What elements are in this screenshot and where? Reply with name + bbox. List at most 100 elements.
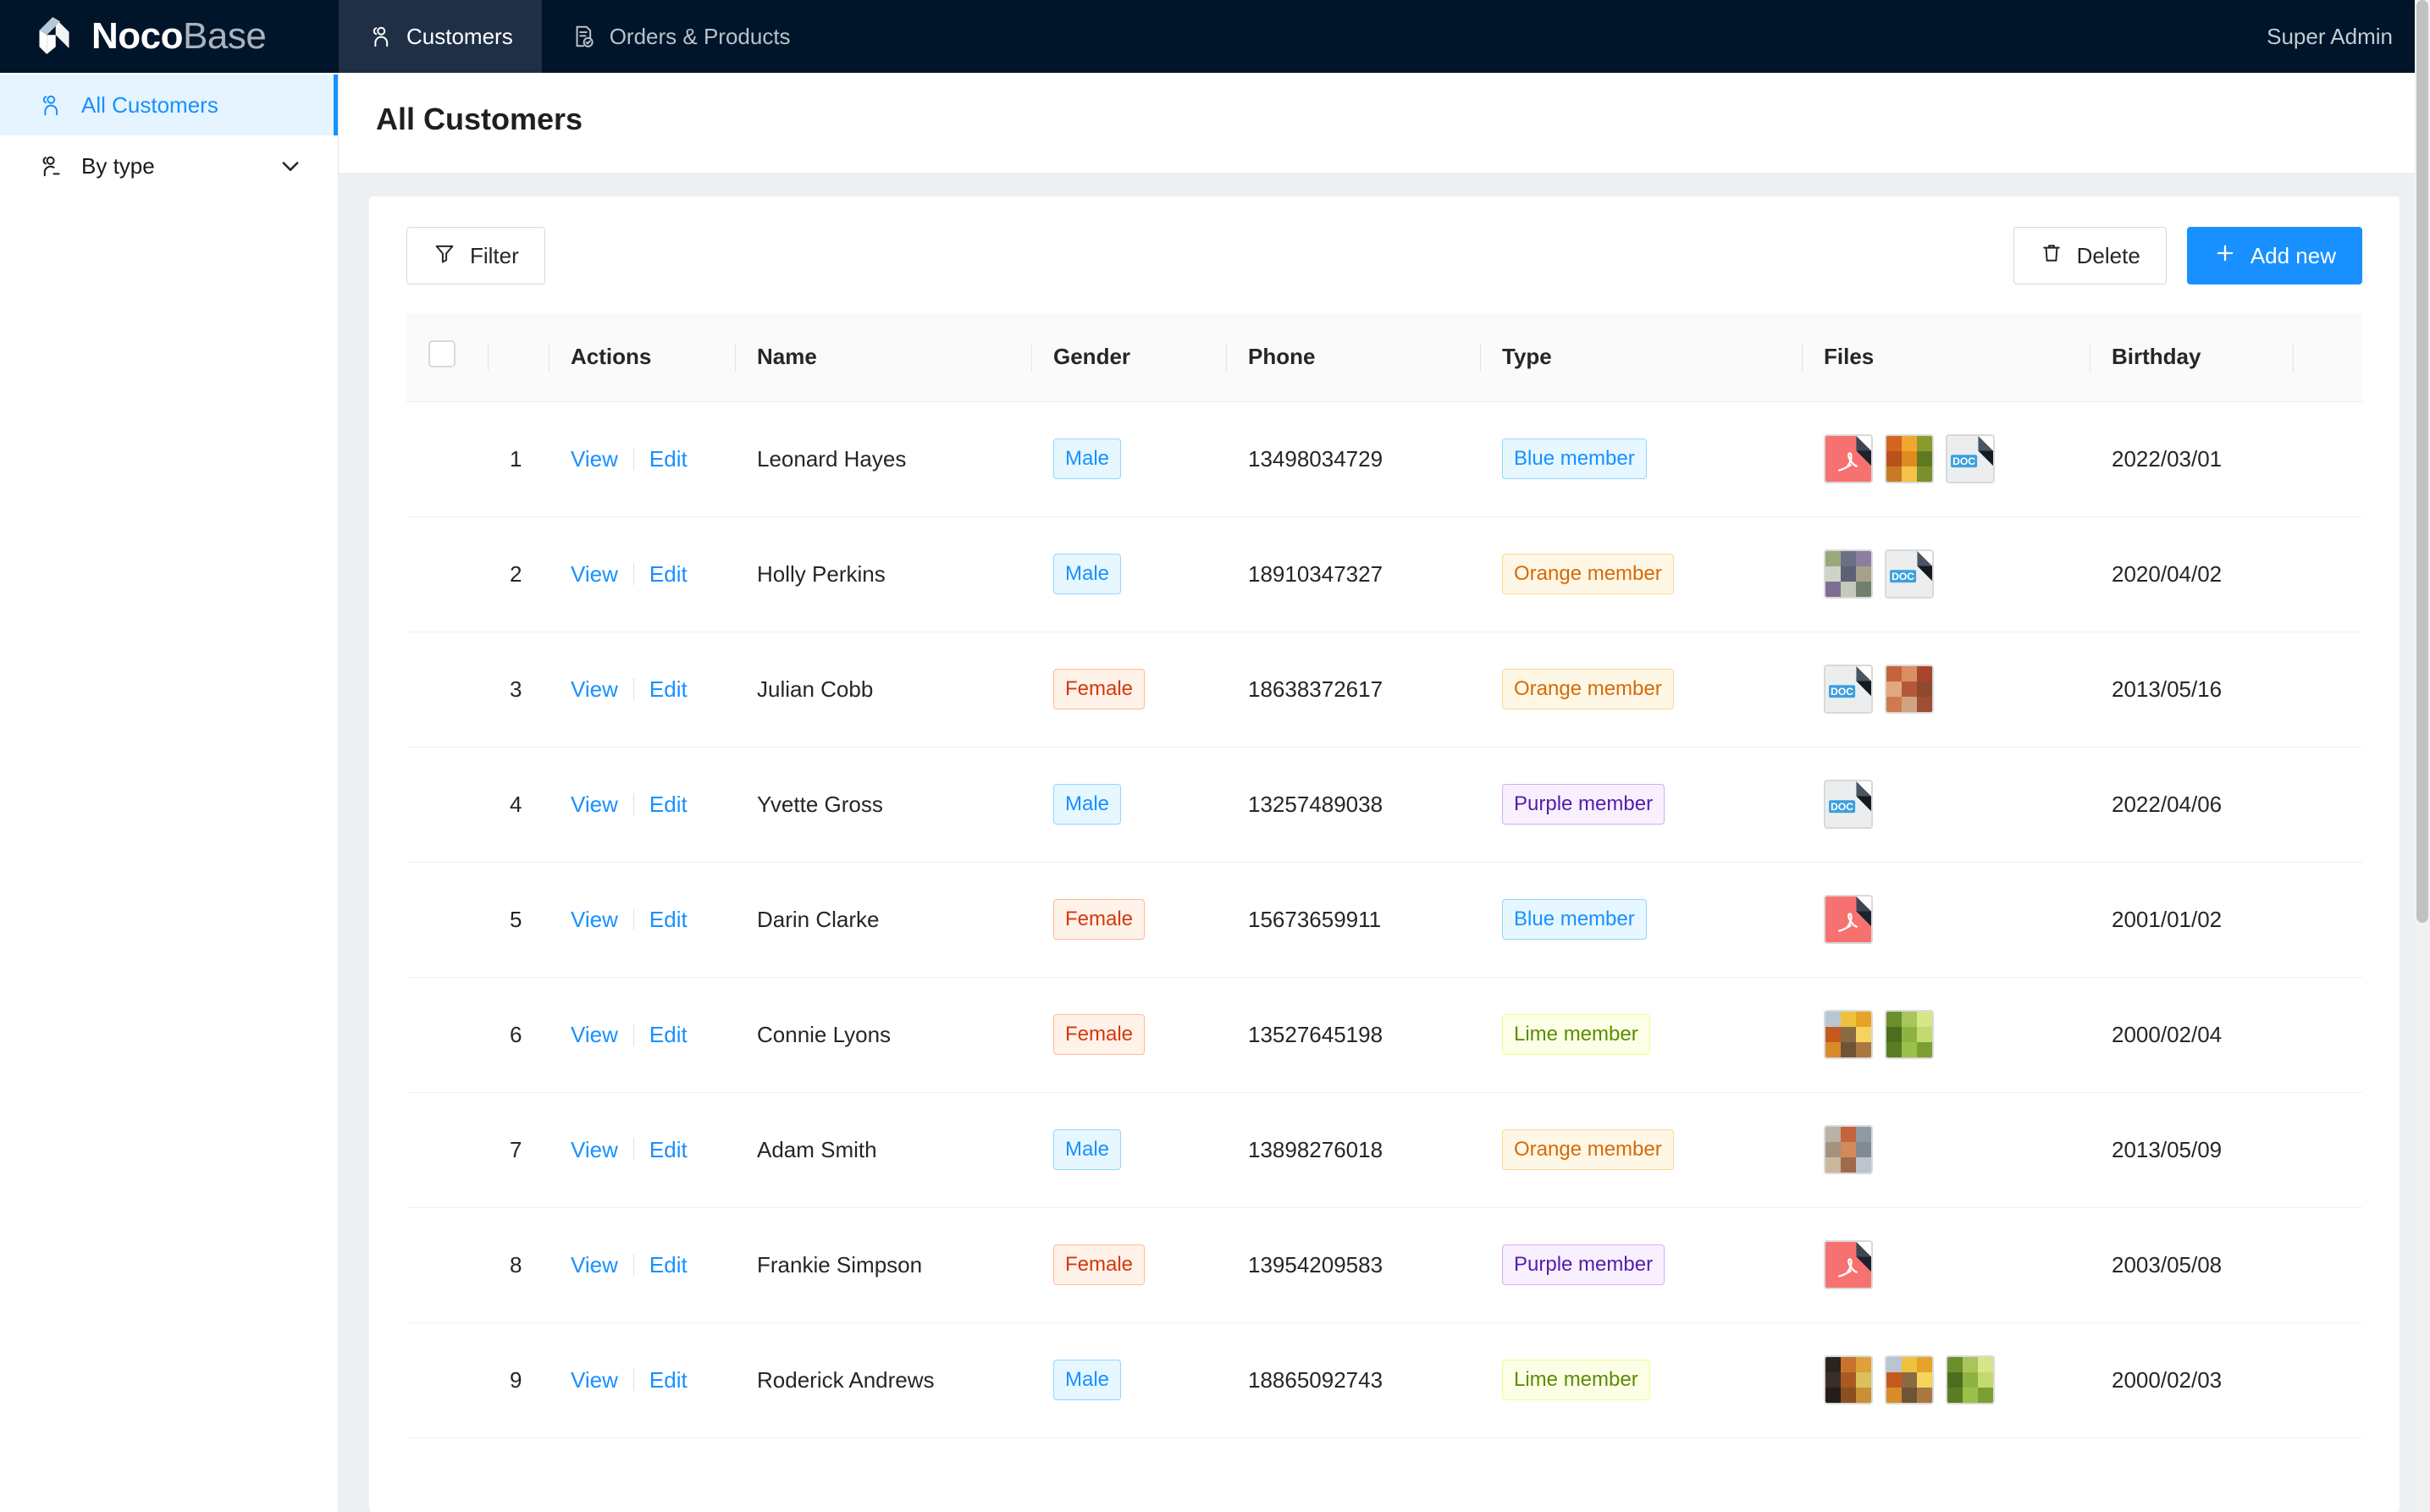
view-link[interactable]: View xyxy=(571,560,618,587)
row-files-cell: DOC xyxy=(1802,747,2090,863)
gender-badge: Female xyxy=(1053,669,1146,709)
file-thumbnail-img-green[interactable] xyxy=(1885,1010,1934,1059)
tab-customers[interactable]: Customers xyxy=(339,0,542,73)
sidebar-item-by-type[interactable]: By type xyxy=(0,135,338,196)
file-thumbnail-img-tomato[interactable] xyxy=(1885,434,1934,483)
edit-link[interactable]: Edit xyxy=(649,676,688,702)
table-row[interactable]: 4 View Edit Yvette Gross Male 13257489038 Purp… xyxy=(406,747,2362,863)
brand-logo-area[interactable]: NocoBase xyxy=(0,0,339,73)
row-type-cell: Orange member xyxy=(1480,516,1802,632)
file-thumbnail-img-collage[interactable] xyxy=(1824,1125,1873,1174)
action-separator xyxy=(632,1024,634,1046)
content-area: All Customers Filter xyxy=(339,73,2430,1512)
action-separator xyxy=(632,1254,634,1276)
top-navigation: Customers Orders & Products xyxy=(339,0,820,73)
view-link[interactable]: View xyxy=(571,1251,618,1277)
chevron-down-icon[interactable] xyxy=(279,154,302,178)
edit-link[interactable]: Edit xyxy=(649,445,688,472)
page-header: All Customers xyxy=(339,73,2430,173)
table-row[interactable]: 3 View Edit Julian Cobb Female 18638372617 Ora… xyxy=(406,632,2362,748)
gender-badge: Female xyxy=(1053,1014,1146,1055)
view-link[interactable]: View xyxy=(571,676,618,702)
customers-table: Actions Name Gender Phone Type Files Bir… xyxy=(406,313,2362,1438)
type-badge: Orange member xyxy=(1502,1129,1674,1170)
row-gender-cell: Male xyxy=(1031,747,1226,863)
nocobase-logo-icon xyxy=(30,13,78,60)
toolbar-right-group: Delete Add new xyxy=(2013,227,2362,284)
file-thumbnail-pdf[interactable] xyxy=(1824,1240,1873,1289)
tab-orders-products[interactable]: Orders & Products xyxy=(542,0,820,73)
delete-button-label: Delete xyxy=(2076,242,2140,268)
header-index xyxy=(488,313,549,402)
add-new-button[interactable]: Add new xyxy=(2186,227,2362,284)
edit-link[interactable]: Edit xyxy=(649,1021,688,1047)
type-badge: Blue member xyxy=(1502,899,1647,940)
edit-link[interactable]: Edit xyxy=(649,1251,688,1277)
edit-link[interactable]: Edit xyxy=(649,560,688,587)
table-row[interactable]: 8 View Edit Frankie Simpson Female 1395420958… xyxy=(406,1207,2362,1323)
file-thumbnail-pdf[interactable] xyxy=(1824,895,1873,944)
file-thumbnail-list: DOC xyxy=(1824,549,2068,599)
row-index: 8 xyxy=(488,1207,549,1323)
edit-link[interactable]: Edit xyxy=(649,1136,688,1162)
row-phone: 18865092743 xyxy=(1226,1322,1480,1438)
table-row[interactable]: 5 View Edit Darin Clarke Female 15673659911 Bl… xyxy=(406,862,2362,978)
gender-badge: Male xyxy=(1053,1360,1122,1400)
page-scrollbar[interactable] xyxy=(2415,0,2430,1512)
table-row[interactable]: 6 View Edit Connie Lyons Female 13527645198 Li… xyxy=(406,977,2362,1093)
file-thumbnail-list: DOC xyxy=(1824,434,2068,483)
user-menu[interactable]: Super Admin xyxy=(2267,0,2430,73)
table-row[interactable]: 9 View Edit Roderick Andrews Male 18865092743… xyxy=(406,1322,2362,1438)
edit-link[interactable]: Edit xyxy=(649,906,688,932)
row-actions-cell: View Edit xyxy=(549,862,735,978)
view-link[interactable]: View xyxy=(571,791,618,817)
file-thumbnail-img-dark-fruit[interactable] xyxy=(1824,1355,1873,1404)
file-thumbnail-list: DOC xyxy=(1824,665,2068,714)
view-link[interactable]: View xyxy=(571,1366,618,1393)
delete-button[interactable]: Delete xyxy=(2013,227,2167,284)
header-spacer xyxy=(2293,313,2362,402)
filter-button[interactable]: Filter xyxy=(406,227,545,284)
table-row[interactable]: 1 View Edit Leonard Hayes Male 13498034729 Blu… xyxy=(406,401,2362,517)
view-link[interactable]: View xyxy=(571,445,618,472)
file-thumbnail-doc[interactable]: DOC xyxy=(1946,434,1995,483)
view-link[interactable]: View xyxy=(571,906,618,932)
row-files-cell xyxy=(1802,1207,2090,1323)
svg-text:DOC: DOC xyxy=(1892,571,1914,582)
file-thumbnail-img-green[interactable] xyxy=(1946,1355,1995,1404)
file-thumbnail-img-banana[interactable] xyxy=(1824,1010,1873,1059)
file-thumbnail-img-food[interactable] xyxy=(1885,665,1934,714)
file-thumbnail-doc[interactable]: DOC xyxy=(1824,780,1873,829)
customers-panel: Filter xyxy=(369,196,2400,1512)
header-gender: Gender xyxy=(1031,313,1226,402)
view-link[interactable]: View xyxy=(571,1136,618,1162)
file-thumbnail-doc[interactable]: DOC xyxy=(1885,549,1934,599)
row-spacer xyxy=(2293,977,2362,1093)
gender-badge: Male xyxy=(1053,439,1122,479)
row-index: 5 xyxy=(488,862,549,978)
plus-icon xyxy=(2213,241,2237,271)
sidebar-item-all-customers[interactable]: All Customers xyxy=(0,74,338,135)
table-row[interactable]: 7 View Edit Adam Smith Male 13898276018 Orange… xyxy=(406,1092,2362,1208)
edit-link[interactable]: Edit xyxy=(649,791,688,817)
gender-badge: Male xyxy=(1053,1129,1122,1170)
action-separator xyxy=(632,908,634,930)
file-thumbnail-pdf[interactable] xyxy=(1824,434,1873,483)
user-tag-icon xyxy=(37,153,63,179)
row-index: 3 xyxy=(488,632,549,748)
select-all-checkbox[interactable] xyxy=(428,340,456,368)
row-actions-cell: View Edit xyxy=(549,977,735,1093)
row-checkbox-cell xyxy=(406,632,488,748)
row-files-cell: DOC xyxy=(1802,632,2090,748)
file-thumbnail-doc[interactable]: DOC xyxy=(1824,665,1873,714)
type-badge: Lime member xyxy=(1502,1360,1650,1400)
edit-link[interactable]: Edit xyxy=(649,1366,688,1393)
view-link[interactable]: View xyxy=(571,1021,618,1047)
row-files-cell: DOC xyxy=(1802,401,2090,517)
scrollbar-thumb[interactable] xyxy=(2416,0,2428,923)
file-thumbnail-img-banana[interactable] xyxy=(1885,1355,1934,1404)
table-row[interactable]: 2 View Edit Holly Perkins Male 18910347327 Ora… xyxy=(406,516,2362,632)
gender-badge: Male xyxy=(1053,554,1122,594)
file-thumbnail-img-grapes[interactable] xyxy=(1824,549,1873,599)
